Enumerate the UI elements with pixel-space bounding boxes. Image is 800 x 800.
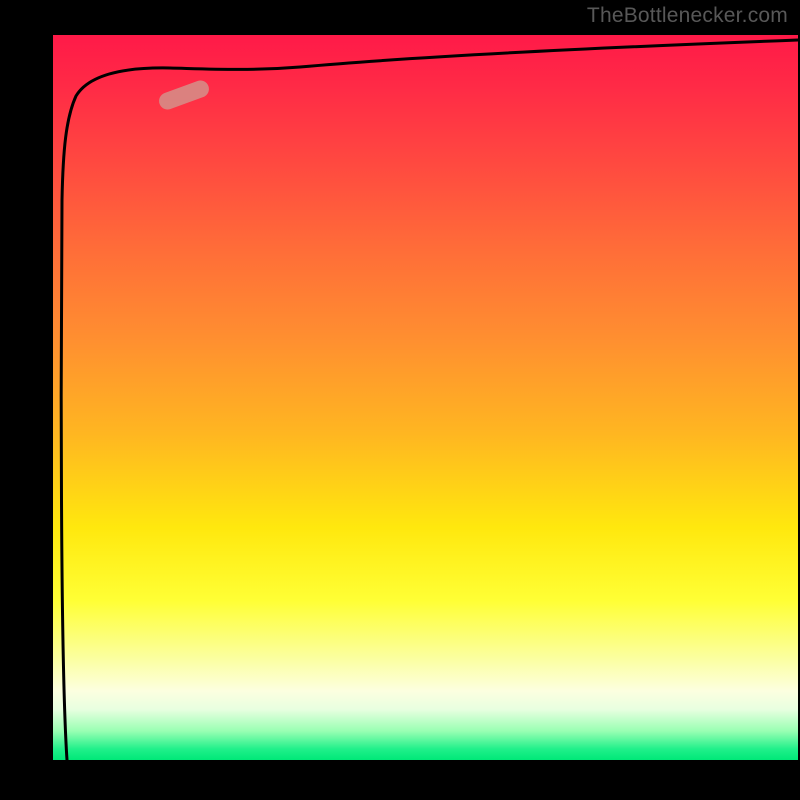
chart-frame: TheBottlenecker.com xyxy=(0,0,800,800)
bottleneck-chart xyxy=(0,0,800,800)
plot-background xyxy=(53,35,798,760)
watermark-text: TheBottlenecker.com xyxy=(587,4,788,28)
